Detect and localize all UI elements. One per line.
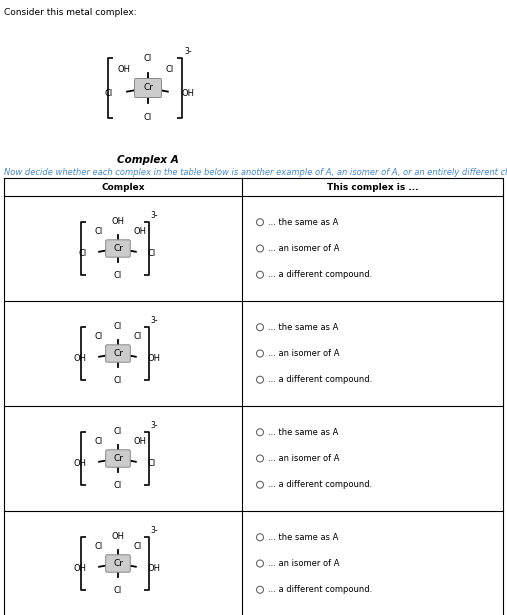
Text: Cl: Cl [133, 332, 141, 341]
Text: ... a different compound.: ... a different compound. [268, 375, 372, 384]
Text: Consider this metal complex:: Consider this metal complex: [4, 8, 136, 17]
Text: ... an isomer of A: ... an isomer of A [268, 454, 340, 463]
Text: ... a different compound.: ... a different compound. [268, 585, 372, 594]
Text: Cl: Cl [114, 322, 122, 331]
Text: OH: OH [148, 565, 161, 573]
Text: OH: OH [112, 532, 125, 541]
Text: Cl: Cl [114, 481, 122, 490]
FancyBboxPatch shape [105, 240, 130, 257]
Text: OH: OH [133, 227, 147, 236]
Text: Cl: Cl [148, 250, 156, 258]
Text: OH: OH [74, 459, 87, 469]
Text: ... a different compound.: ... a different compound. [268, 480, 372, 490]
Text: Cl: Cl [114, 586, 122, 595]
Text: Cl: Cl [165, 65, 173, 74]
FancyBboxPatch shape [105, 450, 130, 467]
Text: Cl: Cl [144, 113, 152, 122]
Text: Cr: Cr [143, 84, 153, 92]
Text: OH: OH [118, 65, 131, 74]
Text: Cr: Cr [113, 559, 123, 568]
Text: ... a different compound.: ... a different compound. [268, 270, 372, 279]
Text: OH: OH [74, 354, 87, 363]
Text: OH: OH [74, 565, 87, 573]
Text: Cl: Cl [148, 459, 156, 469]
Text: 3-: 3- [151, 315, 158, 325]
Text: OH: OH [181, 90, 194, 98]
Text: Cl: Cl [105, 90, 113, 98]
Text: Cl: Cl [114, 427, 122, 436]
Text: Now decide whether each complex in the table below is another example of A, an i: Now decide whether each complex in the t… [4, 168, 507, 177]
Text: 3-: 3- [151, 421, 158, 430]
Text: This complex is ...: This complex is ... [327, 183, 418, 191]
FancyBboxPatch shape [105, 555, 130, 572]
Text: ... the same as A: ... the same as A [268, 428, 338, 437]
Text: ... the same as A: ... the same as A [268, 218, 338, 227]
Text: Cl: Cl [78, 250, 87, 258]
Text: OH: OH [133, 437, 147, 446]
Text: Complex A: Complex A [117, 155, 179, 165]
Text: Cl: Cl [94, 437, 103, 446]
Text: Cr: Cr [113, 454, 123, 463]
Text: ... an isomer of A: ... an isomer of A [268, 244, 340, 253]
Text: 3-: 3- [151, 211, 158, 220]
Text: Cr: Cr [113, 244, 123, 253]
Text: Cl: Cl [94, 542, 103, 551]
Text: Cl: Cl [114, 271, 122, 280]
Text: ... an isomer of A: ... an isomer of A [268, 349, 340, 358]
Text: Cl: Cl [144, 54, 152, 63]
Text: Cl: Cl [94, 332, 103, 341]
FancyBboxPatch shape [105, 345, 130, 362]
Text: Cr: Cr [113, 349, 123, 358]
Text: 3-: 3- [184, 47, 192, 56]
Text: ... an isomer of A: ... an isomer of A [268, 559, 340, 568]
Text: ... the same as A: ... the same as A [268, 533, 338, 542]
Text: ... the same as A: ... the same as A [268, 323, 338, 331]
Text: OH: OH [148, 354, 161, 363]
Text: Complex: Complex [101, 183, 145, 191]
Text: Cl: Cl [94, 227, 103, 236]
Text: Cl: Cl [133, 542, 141, 551]
Text: 3-: 3- [151, 526, 158, 534]
Text: OH: OH [112, 217, 125, 226]
FancyBboxPatch shape [134, 79, 162, 98]
Text: Cl: Cl [114, 376, 122, 385]
